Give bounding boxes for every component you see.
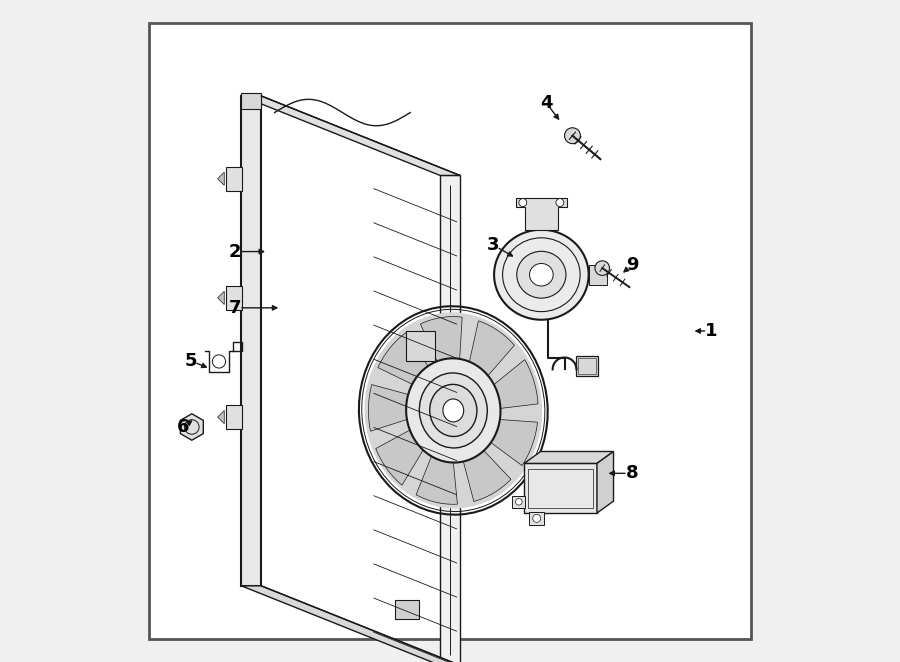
Polygon shape (472, 418, 537, 465)
Polygon shape (368, 385, 429, 431)
Polygon shape (378, 332, 441, 394)
Ellipse shape (517, 252, 566, 298)
Text: 5: 5 (184, 352, 197, 370)
Text: 6: 6 (177, 418, 190, 436)
Bar (226, 405, 242, 429)
Text: 2: 2 (229, 242, 241, 261)
Polygon shape (477, 359, 538, 411)
Polygon shape (524, 451, 614, 463)
Circle shape (518, 199, 526, 207)
Text: 3: 3 (487, 236, 500, 254)
Polygon shape (464, 321, 515, 393)
Ellipse shape (406, 358, 500, 463)
Polygon shape (420, 316, 463, 383)
Polygon shape (375, 420, 435, 485)
Polygon shape (440, 175, 460, 662)
Polygon shape (218, 410, 224, 424)
Polygon shape (218, 172, 224, 185)
Polygon shape (457, 434, 511, 502)
Bar (529, 512, 544, 525)
Text: 1: 1 (706, 322, 717, 340)
Bar (226, 286, 242, 310)
Bar (241, 93, 261, 109)
Bar (524, 463, 597, 513)
Polygon shape (180, 414, 203, 440)
Ellipse shape (429, 385, 477, 436)
Polygon shape (241, 586, 460, 662)
Circle shape (556, 199, 564, 207)
Ellipse shape (494, 230, 589, 320)
Ellipse shape (419, 373, 487, 448)
Polygon shape (241, 96, 261, 586)
Ellipse shape (443, 399, 464, 422)
Circle shape (564, 128, 580, 144)
Ellipse shape (443, 399, 464, 422)
Polygon shape (589, 265, 608, 285)
Text: 9: 9 (626, 256, 638, 274)
Circle shape (533, 514, 541, 522)
Bar (528, 469, 593, 508)
Polygon shape (597, 451, 614, 513)
Bar (576, 356, 598, 376)
Bar (406, 331, 435, 361)
Polygon shape (241, 96, 460, 175)
Bar (395, 600, 419, 619)
Bar (226, 167, 242, 191)
Text: 4: 4 (540, 93, 553, 112)
Circle shape (595, 261, 609, 275)
Ellipse shape (364, 312, 542, 508)
Circle shape (516, 498, 522, 505)
Polygon shape (218, 291, 224, 305)
Ellipse shape (406, 358, 500, 463)
Polygon shape (517, 198, 566, 230)
Bar (579, 358, 596, 374)
Ellipse shape (429, 385, 477, 436)
Bar (512, 496, 526, 508)
Polygon shape (416, 435, 457, 504)
Ellipse shape (529, 263, 554, 286)
Text: 8: 8 (626, 464, 638, 483)
Ellipse shape (419, 373, 487, 448)
Text: 7: 7 (229, 299, 241, 317)
